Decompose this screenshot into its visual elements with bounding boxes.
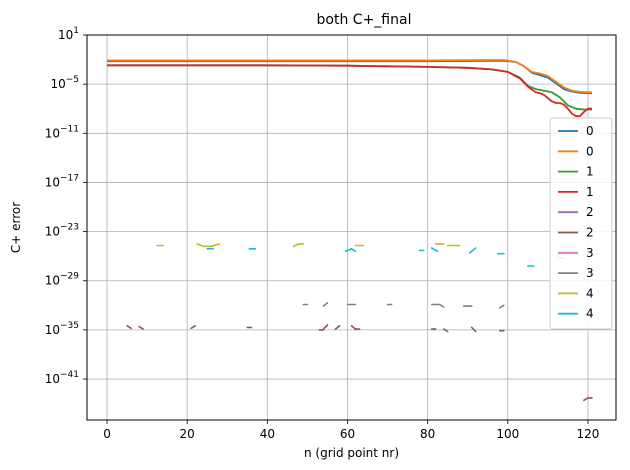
x-tick-label: 120 xyxy=(576,427,599,441)
grid xyxy=(87,34,616,420)
series-segment-8 xyxy=(196,243,204,248)
y-tick-label: 10−29 xyxy=(45,272,80,288)
series-segment-7 xyxy=(322,302,329,307)
series-segment-9 xyxy=(344,248,353,253)
chart-title: both C+_final xyxy=(317,12,412,28)
legend-label: 3 xyxy=(586,266,594,280)
series-segment-8 xyxy=(210,243,221,248)
legend-label: 4 xyxy=(586,307,594,321)
legend-label: 2 xyxy=(586,205,594,219)
y-tick-label: 10−11 xyxy=(45,124,79,140)
legend: 0 0 1 1 2 2 3 3 4 4 xyxy=(549,117,613,330)
legend-box xyxy=(549,117,613,330)
series-segment-9 xyxy=(468,247,477,254)
y-axis-label: C+ error xyxy=(9,202,23,253)
series-segment-7 xyxy=(499,304,505,309)
series-segment-5 xyxy=(138,325,144,330)
series-line-3 xyxy=(107,64,592,117)
series-line-1 xyxy=(107,59,593,94)
series-segment-5 xyxy=(190,325,196,330)
y-tick-label: 10−17 xyxy=(45,173,79,189)
series-segment-5 xyxy=(126,325,132,330)
series-segment-5 xyxy=(442,328,449,333)
series-segment-5 xyxy=(350,325,357,330)
plot-frame xyxy=(86,34,617,421)
x-tick-label: 40 xyxy=(260,427,275,441)
x-tick-label: 80 xyxy=(420,427,435,441)
legend-label: 1 xyxy=(586,165,594,179)
y-tick-label: 10−5 xyxy=(50,75,79,91)
y-tick-label: 10−41 xyxy=(45,370,79,386)
y-tick-label: 101 xyxy=(58,26,79,42)
legend-label: 3 xyxy=(586,246,594,260)
series-segment-5 xyxy=(334,325,341,330)
series-segment-8 xyxy=(292,243,301,248)
x-tick-label: 0 xyxy=(103,427,111,441)
legend-label: 2 xyxy=(586,226,594,240)
legend-label: 1 xyxy=(586,185,594,199)
legend-label: 0 xyxy=(586,144,594,158)
x-tick-label: 60 xyxy=(340,427,355,441)
y-tick-label: 10−35 xyxy=(45,321,79,337)
series-segment-7 xyxy=(438,303,445,308)
x-tick-label: 100 xyxy=(496,427,519,441)
y-tick-label: 10−23 xyxy=(45,223,79,239)
series-segment-9 xyxy=(430,247,439,253)
ticks: 0 20 40 60 80 100 12010110−510−1110−1710−2310−… xyxy=(45,26,600,441)
legend-label: 0 xyxy=(586,124,594,138)
series-segment-5 xyxy=(322,324,329,330)
x-tick-label: 20 xyxy=(180,427,195,441)
legend-label: 4 xyxy=(586,286,594,300)
series-segment-5 xyxy=(470,326,477,333)
series-segment-9 xyxy=(350,248,357,253)
x-axis-label: n (grid point nr) xyxy=(304,446,399,460)
